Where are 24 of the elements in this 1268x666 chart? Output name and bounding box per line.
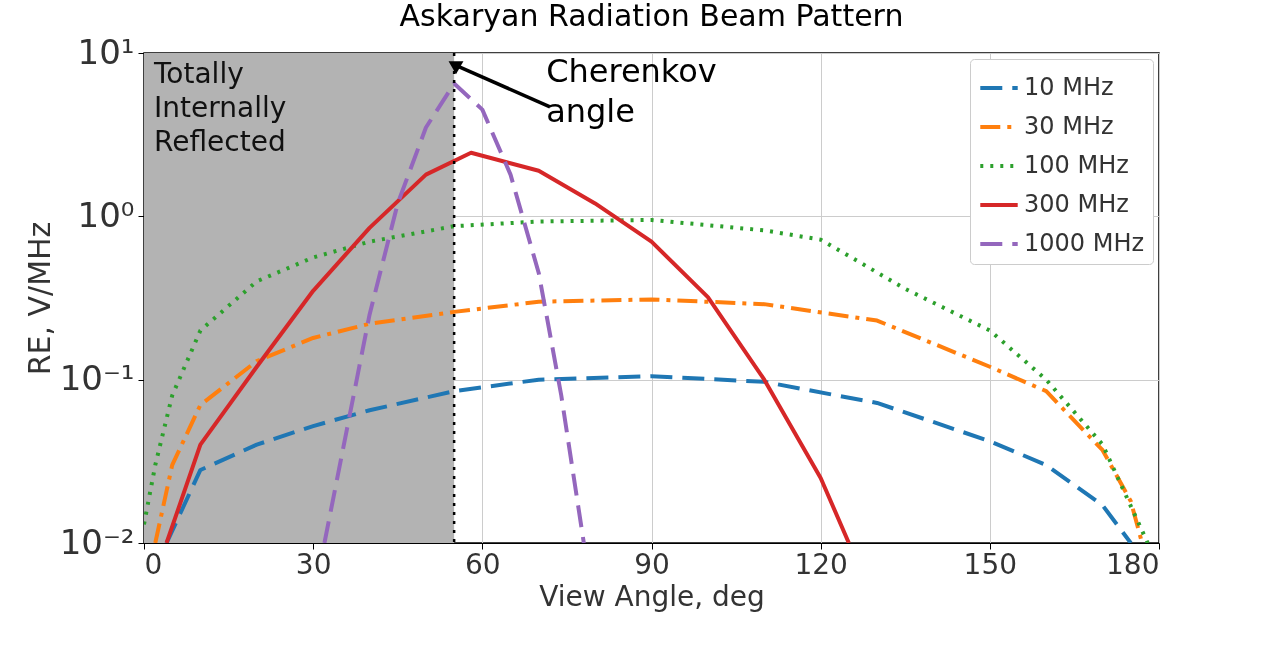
- x-tick-label: 30: [295, 547, 332, 581]
- x-tick-label: 90: [634, 547, 670, 581]
- legend-label: 300 MHz: [1024, 190, 1129, 218]
- y-tick-label: 10⁻²: [59, 521, 135, 562]
- legend-label: 100 MHz: [1024, 151, 1129, 179]
- chart-title: Askaryan Radiation Beam Pattern: [399, 0, 904, 33]
- line-series: [164, 150, 851, 543]
- legend-label: 30 MHz: [1024, 112, 1114, 140]
- x-tick-label: 120: [794, 547, 848, 581]
- band-label: Totally Internally Reflected: [153, 57, 287, 158]
- x-tick-label: 60: [465, 547, 501, 581]
- y-tick-label: 10⁻¹: [59, 358, 135, 399]
- legend-label: 10 MHz: [1024, 73, 1114, 101]
- line-series: [144, 217, 1150, 543]
- y-axis-title: RE, V/MHz: [21, 221, 57, 376]
- x-axis-title: View Angle, deg: [539, 579, 765, 613]
- legend-label: 1000 MHz: [1024, 229, 1145, 257]
- y-tick-label: 10⁰: [77, 194, 135, 235]
- x-tick-label: 150: [963, 547, 1018, 581]
- x-tick-label: 180: [1106, 547, 1160, 581]
- line-series: [153, 297, 1145, 543]
- x-tick-label: 0: [144, 547, 163, 581]
- y-tick-label: 10¹: [77, 31, 135, 72]
- annotation: Cherenkov angle: [546, 51, 717, 130]
